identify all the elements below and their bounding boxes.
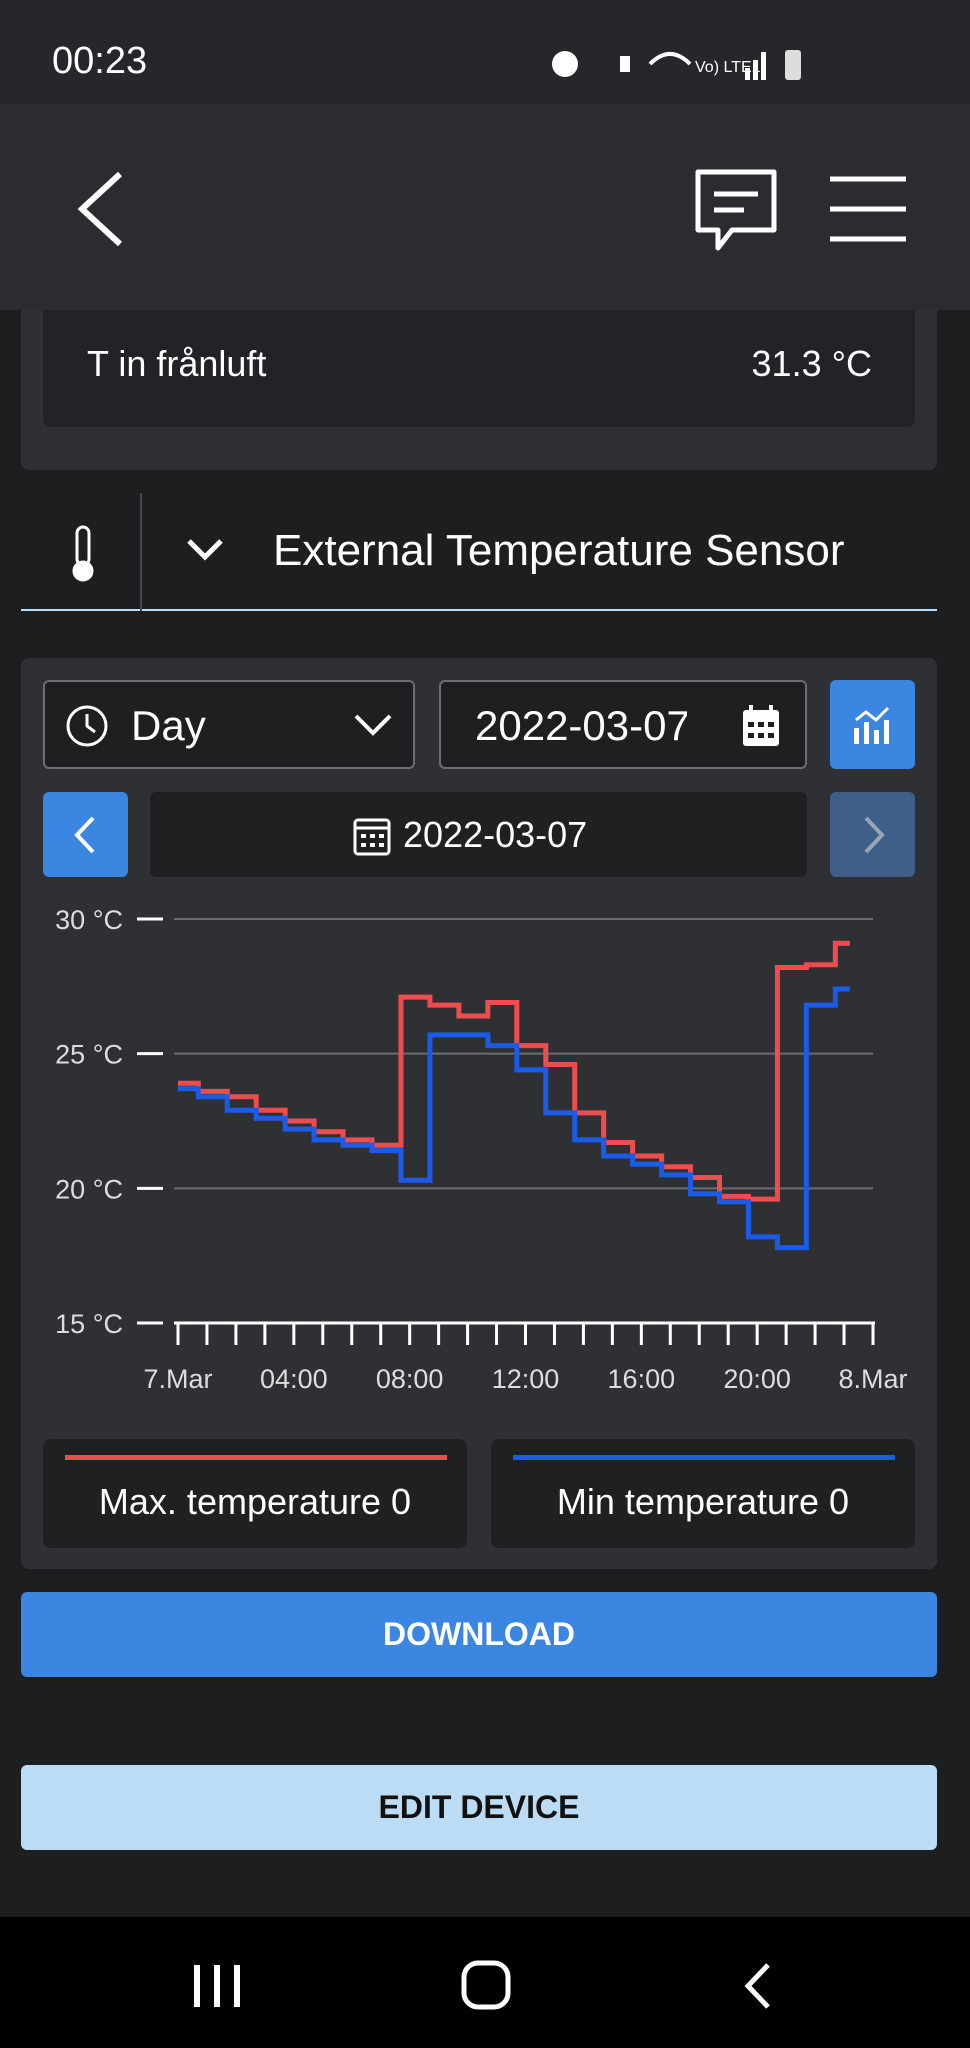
prev-arrow bbox=[74, 816, 95, 854]
status-bar: 00:23 Vo) LTE1 bbox=[0, 0, 970, 104]
chevron bbox=[187, 539, 223, 561]
app-header bbox=[0, 104, 970, 310]
status-icons: Vo) LTE1 bbox=[552, 50, 801, 80]
current-date[interactable]: 2022-03-07 bbox=[150, 792, 807, 877]
download-button[interactable]: DOWNLOAD bbox=[21, 1592, 937, 1677]
legend-item[interactable]: Min temperature 0 bbox=[491, 1439, 915, 1548]
y-tick-label: 15 °C bbox=[55, 1309, 123, 1339]
x-tick-label: 04:00 bbox=[260, 1364, 328, 1394]
period-select[interactable]: Day bbox=[43, 680, 415, 769]
next-day-button[interactable] bbox=[830, 792, 915, 877]
chat-button[interactable] bbox=[690, 164, 782, 256]
y-tick-label: 20 °C bbox=[55, 1174, 123, 1204]
x-tick-label: 16:00 bbox=[608, 1364, 676, 1394]
legend-swatch bbox=[65, 1455, 447, 1460]
system-back-button[interactable] bbox=[740, 1961, 780, 2011]
legend-item[interactable]: Max. temperature 0 bbox=[43, 1439, 467, 1548]
x-tick-label: 08:00 bbox=[376, 1364, 444, 1394]
chart-type-button[interactable] bbox=[830, 680, 915, 769]
calendar-icon bbox=[743, 705, 779, 746]
x-tick-label: 8.Mar bbox=[838, 1364, 907, 1394]
x-tick-label: 12:00 bbox=[492, 1364, 560, 1394]
legend-swatch bbox=[513, 1455, 895, 1460]
date-input-value: 2022-03-07 bbox=[475, 702, 687, 749]
reading-row bbox=[43, 310, 915, 427]
edit-device-button[interactable]: EDIT DEVICE bbox=[21, 1765, 937, 1850]
back-button[interactable] bbox=[70, 164, 130, 254]
thermometer-icon bbox=[72, 525, 94, 582]
period-value: Day bbox=[131, 702, 206, 749]
prev-day-button[interactable] bbox=[43, 792, 128, 877]
clock: 00:23 bbox=[52, 40, 148, 82]
series-line bbox=[178, 940, 850, 1202]
legend-label: Min temperature 0 bbox=[556, 1481, 850, 1522]
current-date-text: 2022-03-07 bbox=[403, 814, 588, 855]
reading-value: 31.3 °C bbox=[751, 343, 872, 384]
svg-text:Vo) LTE1: Vo) LTE1 bbox=[695, 59, 761, 76]
sensor-header[interactable]: External Temperature Sensor bbox=[21, 493, 937, 611]
chart-icon bbox=[854, 706, 890, 744]
home-button[interactable] bbox=[460, 1959, 514, 2013]
next-arrow bbox=[864, 816, 885, 854]
series-line bbox=[178, 986, 850, 1251]
y-tick-label: 25 °C bbox=[55, 1040, 123, 1070]
divider bbox=[140, 493, 142, 611]
dropdown-arrow bbox=[354, 714, 392, 736]
date-input[interactable]: 2022-03-07 bbox=[439, 680, 807, 769]
x-tick-label: 20:00 bbox=[723, 1364, 791, 1394]
reading-label: T in frånluft bbox=[87, 343, 267, 384]
nav-bar bbox=[0, 1917, 970, 2048]
calendar-icon bbox=[353, 818, 391, 856]
recents-button[interactable] bbox=[190, 1961, 250, 2011]
chart: 15 °C 20 °C 25 °C 30 °C 7.Mar 04:00 08:00 12:00… bbox=[55, 905, 907, 1394]
menu-button[interactable] bbox=[828, 174, 908, 244]
legend-label: Max. temperature 0 bbox=[98, 1481, 412, 1522]
clock-icon bbox=[66, 705, 108, 747]
y-tick-label: 30 °C bbox=[55, 905, 123, 935]
x-tick-label: 7.Mar bbox=[143, 1364, 212, 1394]
sensor-title: External Temperature Sensor bbox=[273, 526, 845, 575]
